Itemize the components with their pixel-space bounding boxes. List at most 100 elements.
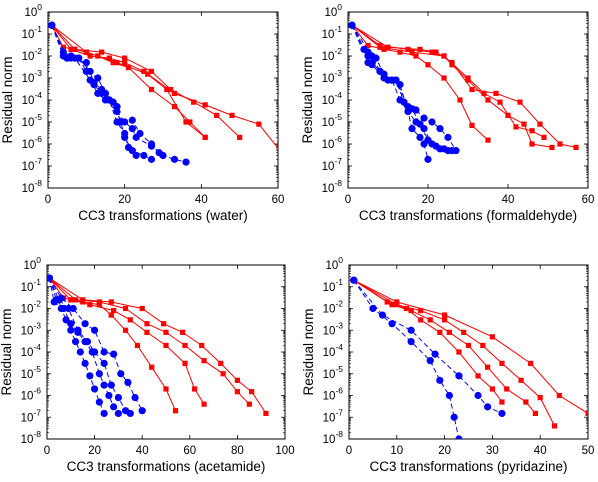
data-point (95, 398, 103, 406)
data-point (433, 49, 439, 55)
data-point (499, 399, 505, 405)
data-point (426, 357, 434, 365)
data-point (147, 155, 156, 163)
data-point (141, 68, 147, 74)
y-tick-label: 10-4 (21, 342, 42, 359)
data-point (63, 54, 71, 62)
data-point (163, 342, 169, 349)
data-point (442, 317, 448, 323)
y-tick-label: 10-4 (323, 342, 344, 359)
data-point (446, 329, 452, 335)
data-point (145, 71, 151, 77)
data-point (68, 297, 74, 303)
plot-area (48, 21, 284, 166)
data-point (521, 121, 527, 127)
series-line (353, 279, 503, 403)
data-point (234, 389, 240, 395)
data-point (131, 394, 139, 402)
data-point (408, 308, 414, 314)
data-point (549, 144, 555, 151)
data-point (394, 299, 400, 305)
series-line (351, 24, 577, 148)
x-tick-label: 20 (118, 194, 131, 206)
series-4 (49, 22, 284, 155)
data-point (369, 304, 377, 313)
data-point (518, 377, 524, 383)
y-tick-label: 10-8 (22, 178, 43, 195)
subplot-4: 10-8 10-7 10-6 10-5 10-4 10-3 10-2 10-1 100 0 10 20… (301, 255, 594, 474)
y-tick-label: 100 (324, 2, 342, 19)
data-point (279, 150, 284, 155)
x-tick-label: 0 (45, 194, 51, 206)
subplot-3: 10-8 10-7 10-6 10-5 10-4 10-3 10-2 10-1 100 0 20 40… (0, 255, 295, 474)
data-point (529, 141, 535, 147)
data-point (95, 370, 103, 378)
data-point (155, 149, 163, 157)
series-7 (47, 274, 134, 418)
data-point (121, 129, 129, 138)
y-tick-label: 10-4 (22, 90, 43, 107)
data-point (100, 409, 108, 418)
data-point (201, 401, 207, 407)
data-point (348, 21, 356, 29)
series-line (51, 24, 241, 138)
y-tick-label: 10-5 (322, 112, 343, 129)
data-point (187, 119, 193, 125)
x-tick-label: 30 (486, 445, 499, 457)
data-point (437, 329, 443, 335)
data-point (110, 60, 116, 66)
data-point (100, 348, 108, 356)
series-line (353, 279, 536, 414)
data-point (128, 116, 136, 124)
plot-frame (347, 11, 589, 189)
data-point (91, 385, 99, 393)
data-point (83, 338, 92, 346)
x-tick-label: 80 (231, 445, 244, 457)
series-line (353, 279, 460, 439)
data-point (436, 376, 444, 384)
data-point (86, 76, 94, 84)
series-line (353, 279, 555, 427)
data-point (100, 381, 108, 389)
data-point (409, 49, 415, 55)
x-tick-label: 60 (582, 194, 595, 206)
data-point (128, 125, 136, 133)
data-point (122, 305, 129, 312)
data-point (445, 391, 453, 400)
data-point (249, 389, 255, 395)
data-point (229, 112, 235, 118)
data-point (440, 145, 448, 153)
x-tick-label: 40 (534, 445, 547, 457)
data-point (493, 90, 499, 96)
data-point (256, 121, 262, 127)
data-point (72, 46, 78, 52)
data-point (182, 342, 188, 349)
data-point (47, 274, 53, 282)
x-tick-label: 10 (390, 445, 403, 457)
data-point (263, 410, 269, 417)
data-point (556, 392, 562, 399)
y-tick-label: 10-2 (322, 46, 343, 63)
data-point (94, 74, 102, 82)
data-point (537, 395, 543, 401)
plot-area (47, 274, 269, 418)
data-point (432, 142, 440, 150)
series-5 (350, 276, 463, 439)
data-point (480, 342, 486, 349)
data-point (101, 96, 110, 104)
data-point (110, 350, 118, 358)
data-point (164, 86, 170, 93)
data-point (172, 408, 179, 414)
data-point (474, 391, 482, 400)
data-point (418, 308, 424, 314)
data-point (82, 67, 90, 75)
data-point (381, 46, 387, 52)
data-point (161, 321, 167, 327)
data-point (111, 308, 117, 314)
data-point (125, 64, 132, 71)
data-point (124, 143, 133, 152)
data-point (455, 435, 463, 439)
data-point (394, 302, 400, 308)
data-point (127, 317, 133, 323)
data-point (469, 86, 475, 93)
